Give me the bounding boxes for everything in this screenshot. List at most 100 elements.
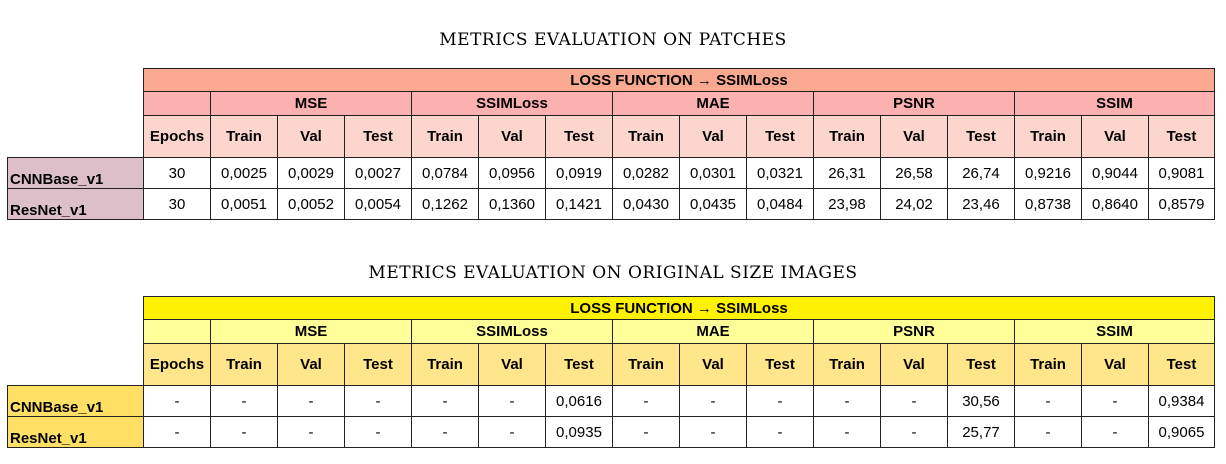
split-header: Val [478,115,546,158]
metric-value: 0,9216 [1014,157,1082,189]
metric-value: 0,0616 [545,385,613,417]
corner-blank [8,116,144,158]
metric-value: 26,31 [813,157,881,189]
metric-value: 0,9384 [1148,385,1215,417]
metric-value: 24,02 [880,188,948,220]
split-header: Test [344,115,412,158]
metric-value: 0,0029 [277,157,345,189]
metric-value: 0,0027 [344,157,412,189]
loss-function-header: LOSS FUNCTION → SSIMLoss [143,296,1215,320]
metric-value: 0,0321 [746,157,814,189]
split-header: Train [813,115,881,158]
metric-value: - [679,416,747,448]
split-header: Train [411,115,479,158]
metric-value: 0,1421 [545,188,613,220]
metric-value: 30 [143,188,211,220]
metric-value: 26,58 [880,157,948,189]
table-row: CNNBase_v1- - - - - -0,0616- - - - -30,56- -0,9384 [7,385,1215,417]
model-name: CNNBase_v1 [7,385,144,417]
metric-value: - [411,385,479,417]
split-header: Train [612,343,680,386]
loss-row: LOSS FUNCTION → SSIMLoss [8,68,1215,92]
patches-metrics-table: LOSS FUNCTION → SSIMLoss MSE SSIMLoss MAE PS… [7,68,1215,220]
metric-value: 0,1360 [478,188,546,220]
split-header: Val [478,343,546,386]
metric-value: - [679,385,747,417]
metric-value: - [344,385,412,417]
metric-value: 0,8579 [1148,188,1215,220]
split-header: Train [210,115,278,158]
split-header: Train [411,343,479,386]
metric-value: 23,46 [947,188,1015,220]
metric-value: 0,0484 [746,188,814,220]
metric-value: 25,77 [947,416,1015,448]
subheader-row: Epochs Train Val Test Train Val Test Train Val Te… [8,115,1215,158]
split-header: Test [545,343,613,386]
metric-value: - [210,416,278,448]
metric-value: 0,0430 [612,188,680,220]
metric-value: 0,9065 [1148,416,1215,448]
corner-blank [8,297,144,320]
metric-value: 0,1262 [411,188,479,220]
loss-function-header: LOSS FUNCTION → SSIMLoss [143,68,1215,92]
metric-value: - [880,416,948,448]
split-header: Val [1081,343,1149,386]
metric-group-header: PSNR [813,91,1015,116]
metric-value: 0,0784 [411,157,479,189]
split-header: Val [1081,115,1149,158]
metric-group-header: SSIMLoss [411,319,613,344]
table-row: CNNBase_v1 30 0,0025 0,0029 0,0027 0,0784 0,09… [7,157,1215,189]
metric-group-header: MSE [210,319,412,344]
table-row: ResNet_v1 30 0,0051 0,0052 0,0054 0,1262 0,136… [7,188,1215,220]
metric-value: - [277,385,345,417]
metric-value: - [143,416,211,448]
metric-value: - [344,416,412,448]
metric-value: 30,56 [947,385,1015,417]
split-header: Train [210,343,278,386]
metric-value: - [478,385,546,417]
split-header: Val [880,343,948,386]
table-row: ResNet_v1- - - - - -0,0935- - - - -25,77- -0,9065 [7,416,1215,448]
group-row: MSE SSIMLoss MAE PSNR SSIM [8,319,1215,344]
model-name: CNNBase_v1 [7,157,144,189]
metric-value: 0,0051 [210,188,278,220]
corner-blank [8,344,144,386]
metric-value: 0,0301 [679,157,747,189]
split-header: Val [880,115,948,158]
metric-value: - [1014,416,1082,448]
split-header: Train [1014,343,1082,386]
metric-value: 0,0282 [612,157,680,189]
split-header: Test [746,115,814,158]
split-header: Val [277,115,345,158]
metric-value: 0,0956 [478,157,546,189]
split-header: Test [746,343,814,386]
corner-blank [8,320,144,344]
metric-value: 0,0919 [545,157,613,189]
metric-value: 26,74 [947,157,1015,189]
metric-value: - [746,385,814,417]
metric-group-header: SSIMLoss [411,91,613,116]
patches-title: METRICS EVALUATION ON PATCHES [439,30,787,50]
metric-value: - [143,385,211,417]
model-name: ResNet_v1 [7,416,144,448]
split-header: Test [1148,115,1215,158]
metric-group-header: SSIM [1014,319,1215,344]
original-title: METRICS EVALUATION ON ORIGINAL SIZE IMAG… [368,263,858,283]
metric-value: - [1081,385,1149,417]
split-header: Test [947,343,1015,386]
split-header: Test [344,343,412,386]
metric-value: 0,8640 [1081,188,1149,220]
subheader-row: Epochs Train Val Test Train Val Test Train Val Te… [8,343,1215,386]
group-row: MSE SSIMLoss MAE PSNR SSIM [8,91,1215,116]
metric-value: - [411,416,479,448]
epochs-header: Epochs [143,115,211,158]
metric-value: - [1014,385,1082,417]
metric-value: 0,0935 [545,416,613,448]
metric-value: - [813,416,881,448]
split-header: Train [813,343,881,386]
split-header: Test [545,115,613,158]
metric-value: - [612,385,680,417]
split-header: Val [277,343,345,386]
metric-value: 0,0052 [277,188,345,220]
metric-value: 0,9044 [1081,157,1149,189]
